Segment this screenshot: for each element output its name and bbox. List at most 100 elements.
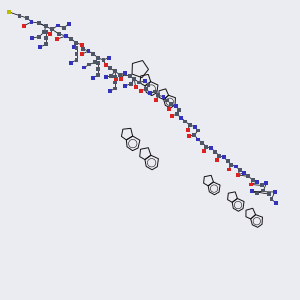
Bar [128, 74, 131, 78]
Bar [170, 114, 174, 118]
Bar [69, 61, 73, 64]
Bar [56, 24, 60, 27]
Bar [31, 36, 34, 40]
Bar [146, 82, 150, 86]
Bar [251, 178, 255, 182]
Bar [265, 181, 268, 185]
Bar [96, 61, 100, 65]
Bar [134, 85, 138, 89]
Bar [7, 10, 11, 14]
Bar [273, 190, 277, 194]
Bar [74, 41, 78, 45]
Bar [129, 82, 133, 86]
Bar [215, 158, 218, 162]
Bar [74, 52, 79, 56]
Bar [214, 150, 218, 154]
Bar [96, 73, 100, 77]
Bar [93, 60, 97, 64]
Bar [124, 84, 127, 88]
Bar [144, 87, 148, 91]
Bar [227, 167, 231, 171]
Bar [57, 32, 61, 36]
Bar [44, 36, 48, 40]
Bar [109, 74, 113, 77]
Bar [80, 43, 84, 46]
Bar [209, 146, 213, 150]
Bar [193, 125, 197, 128]
Bar [153, 89, 157, 93]
Bar [184, 119, 188, 124]
Bar [274, 201, 278, 205]
Bar [118, 73, 122, 76]
Bar [49, 32, 52, 36]
Bar [74, 46, 79, 50]
Bar [143, 79, 147, 83]
Bar [217, 154, 221, 158]
Bar [247, 174, 250, 178]
Bar [187, 134, 191, 138]
Bar [64, 34, 68, 38]
Bar [73, 45, 76, 49]
Bar [256, 180, 260, 184]
Bar [178, 108, 182, 112]
Bar [25, 16, 29, 20]
Bar [91, 52, 95, 56]
Bar [260, 183, 264, 187]
Bar [169, 102, 173, 106]
Bar [205, 145, 208, 148]
Bar [270, 197, 274, 201]
Bar [200, 141, 204, 145]
Bar [37, 21, 41, 25]
Bar [162, 94, 166, 98]
Bar [250, 190, 254, 194]
Bar [179, 116, 183, 120]
Bar [262, 188, 265, 193]
Bar [96, 56, 100, 60]
Bar [56, 37, 59, 41]
Bar [29, 20, 33, 24]
Bar [44, 24, 48, 28]
Bar [256, 191, 260, 196]
Bar [108, 89, 112, 93]
Bar [80, 52, 84, 56]
Bar [113, 69, 117, 73]
Bar [186, 128, 190, 131]
Bar [242, 171, 246, 175]
Bar [230, 163, 233, 167]
Bar [44, 30, 48, 34]
Bar [74, 58, 79, 62]
Bar [226, 159, 230, 163]
Bar [69, 37, 73, 41]
Bar [113, 74, 117, 78]
Bar [115, 77, 119, 81]
Bar [107, 56, 111, 59]
Bar [108, 66, 112, 70]
Bar [236, 173, 240, 177]
Bar [81, 47, 85, 51]
Bar [88, 62, 91, 66]
Bar [148, 91, 152, 95]
Bar [17, 14, 22, 17]
Bar [238, 169, 242, 172]
Bar [196, 128, 200, 132]
Bar [22, 24, 26, 28]
Bar [119, 77, 123, 81]
Bar [104, 75, 108, 79]
Bar [50, 27, 54, 31]
Bar [113, 80, 117, 84]
Bar [113, 86, 117, 90]
Bar [193, 133, 196, 137]
Bar [43, 30, 46, 34]
Bar [44, 42, 48, 46]
Bar [133, 77, 136, 81]
Bar [38, 45, 42, 49]
Bar [157, 93, 160, 97]
Bar [91, 76, 95, 80]
Bar [222, 155, 226, 159]
Bar [37, 35, 41, 38]
Bar [174, 104, 178, 108]
Bar [101, 58, 106, 62]
Bar [67, 22, 71, 26]
Bar [175, 112, 179, 116]
Bar [154, 98, 158, 101]
